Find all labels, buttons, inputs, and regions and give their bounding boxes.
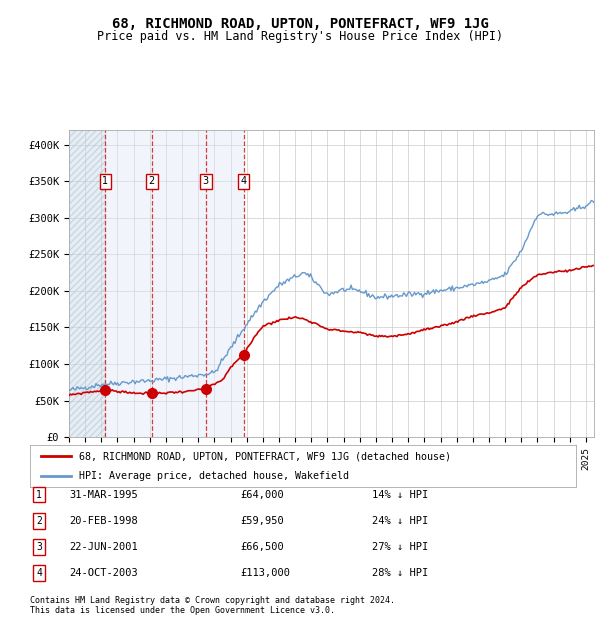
Text: HPI: Average price, detached house, Wakefield: HPI: Average price, detached house, Wake… <box>79 471 349 481</box>
Text: 28% ↓ HPI: 28% ↓ HPI <box>372 568 428 578</box>
Text: £113,000: £113,000 <box>240 568 290 578</box>
Text: 24-OCT-2003: 24-OCT-2003 <box>69 568 138 578</box>
Text: Contains HM Land Registry data © Crown copyright and database right 2024.: Contains HM Land Registry data © Crown c… <box>30 596 395 605</box>
Text: 2: 2 <box>36 516 42 526</box>
Text: 1: 1 <box>102 176 109 187</box>
Text: 68, RICHMOND ROAD, UPTON, PONTEFRACT, WF9 1JG (detached house): 68, RICHMOND ROAD, UPTON, PONTEFRACT, WF… <box>79 451 451 461</box>
Text: 27% ↓ HPI: 27% ↓ HPI <box>372 542 428 552</box>
Text: Price paid vs. HM Land Registry's House Price Index (HPI): Price paid vs. HM Land Registry's House … <box>97 30 503 43</box>
Text: £59,950: £59,950 <box>240 516 284 526</box>
Text: 2: 2 <box>149 176 155 187</box>
Bar <box>206 130 244 437</box>
Text: 68, RICHMOND ROAD, UPTON, PONTEFRACT, WF9 1JG: 68, RICHMOND ROAD, UPTON, PONTEFRACT, WF… <box>112 17 488 32</box>
Text: 4: 4 <box>36 568 42 578</box>
Text: This data is licensed under the Open Government Licence v3.0.: This data is licensed under the Open Gov… <box>30 606 335 615</box>
Bar <box>106 130 152 437</box>
Text: 4: 4 <box>241 176 247 187</box>
Text: 3: 3 <box>36 542 42 552</box>
Text: 24% ↓ HPI: 24% ↓ HPI <box>372 516 428 526</box>
Text: 20-FEB-1998: 20-FEB-1998 <box>69 516 138 526</box>
Text: £66,500: £66,500 <box>240 542 284 552</box>
Text: 1: 1 <box>36 490 42 500</box>
Text: 14% ↓ HPI: 14% ↓ HPI <box>372 490 428 500</box>
Text: 22-JUN-2001: 22-JUN-2001 <box>69 542 138 552</box>
Bar <box>69 130 106 437</box>
Bar <box>152 130 206 437</box>
Text: 3: 3 <box>203 176 209 187</box>
Text: 31-MAR-1995: 31-MAR-1995 <box>69 490 138 500</box>
Text: £64,000: £64,000 <box>240 490 284 500</box>
